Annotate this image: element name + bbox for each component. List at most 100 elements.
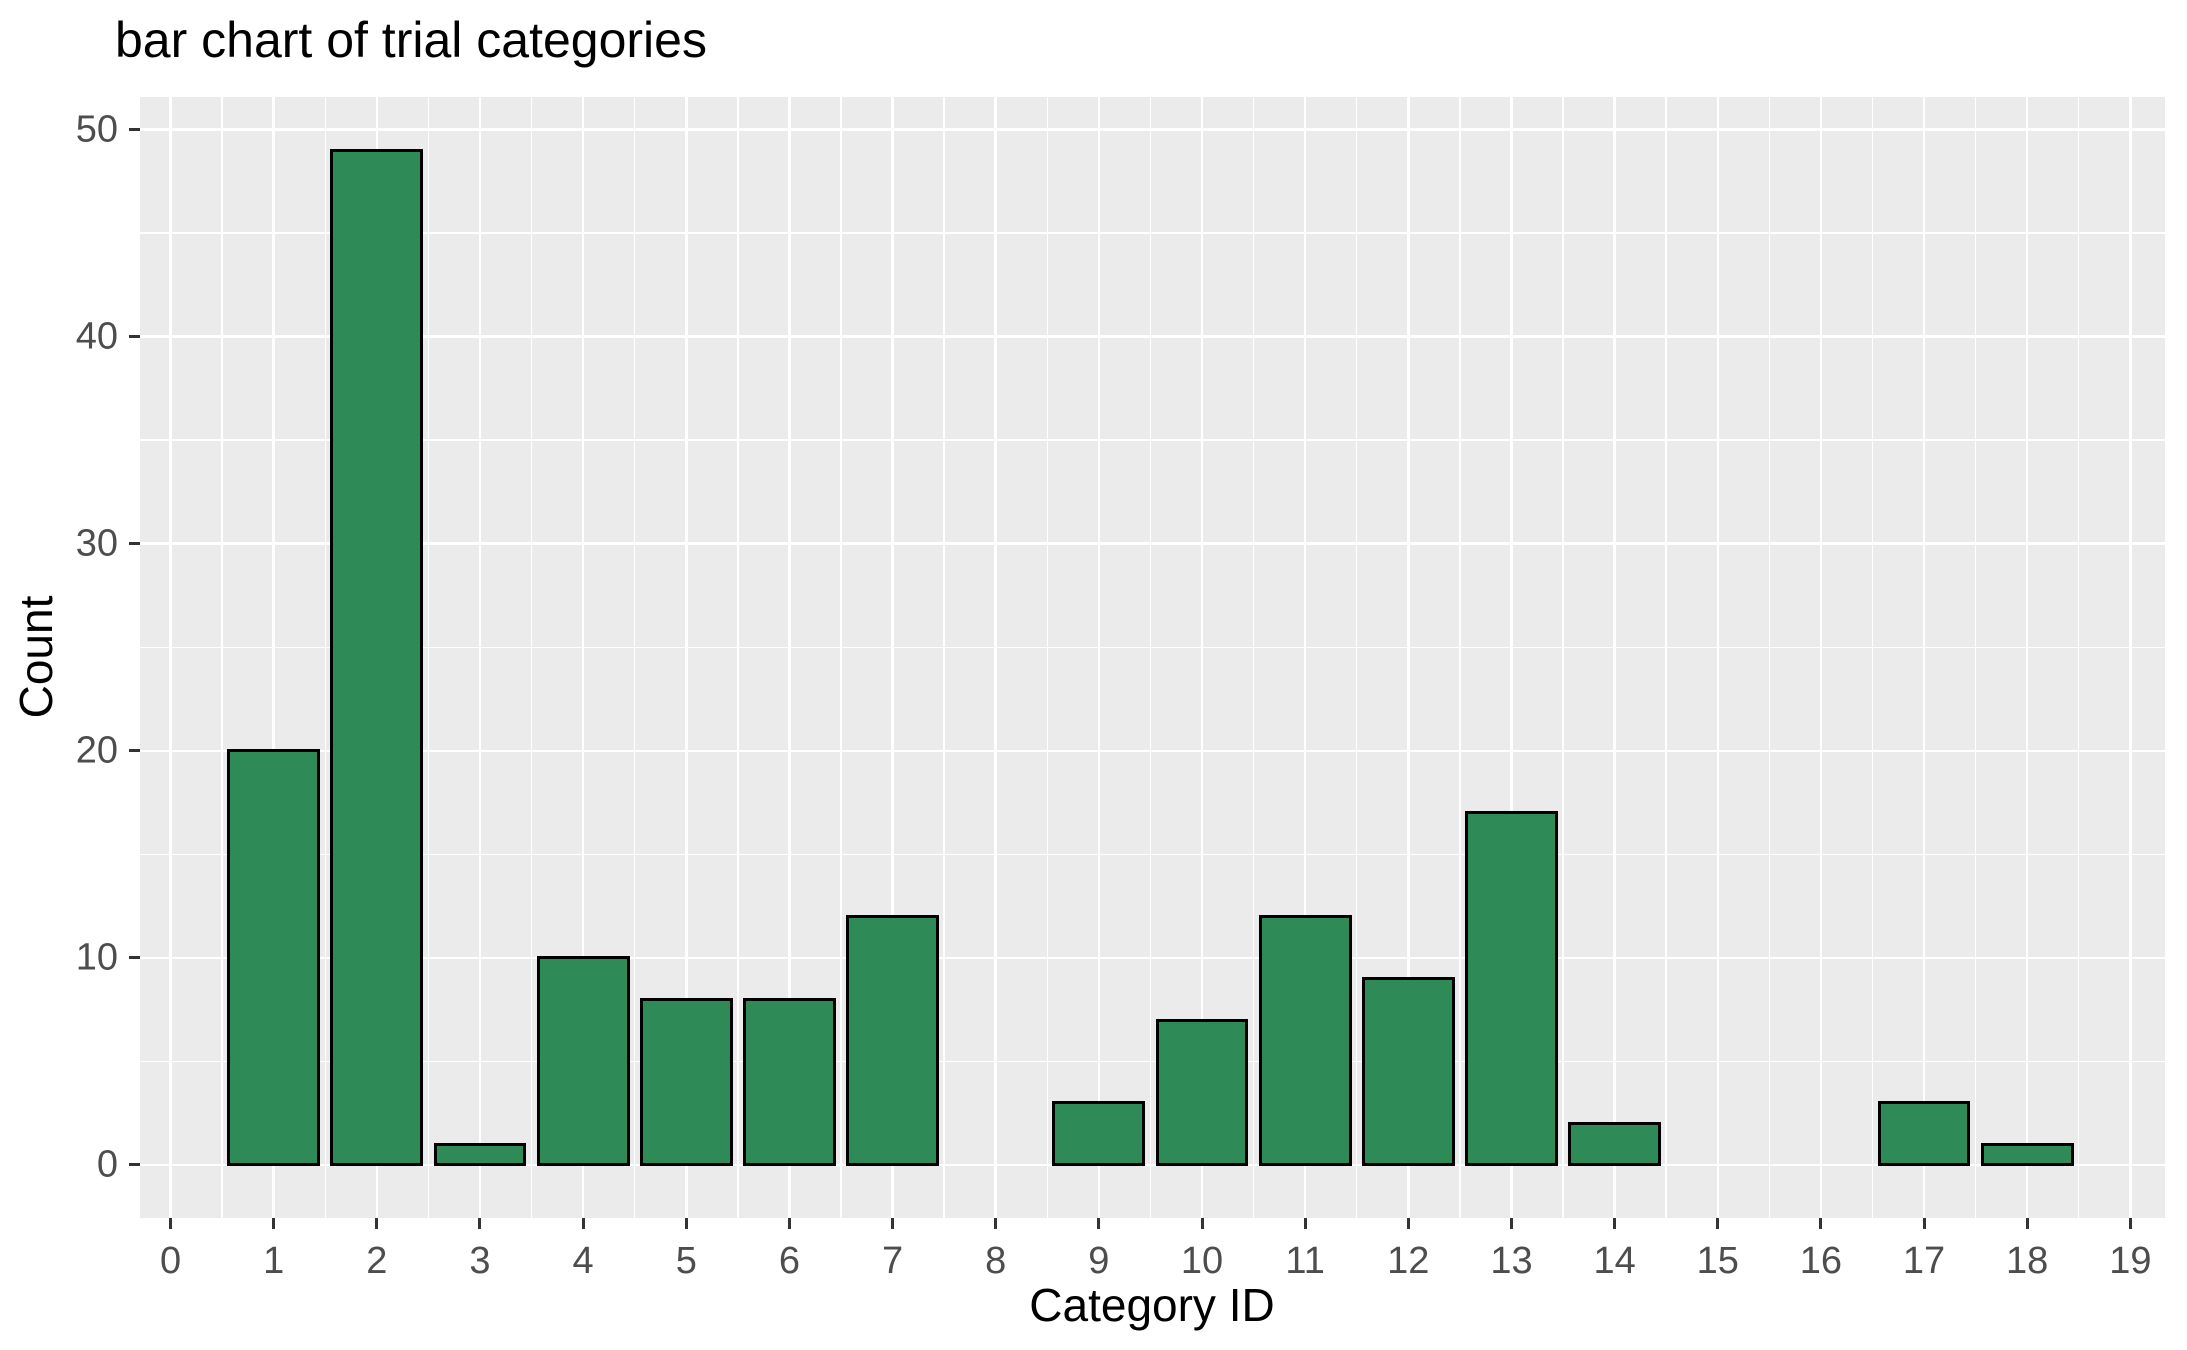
x-tick-mark — [478, 1218, 482, 1229]
gridline-x-minor — [1665, 97, 1667, 1218]
x-tick-mark — [1406, 1218, 1410, 1229]
gridline-x-major — [1303, 97, 1307, 1218]
gridline-y-minor — [140, 853, 2165, 856]
gridline-x-major — [891, 97, 894, 1218]
x-tick-label: 16 — [1799, 1240, 1843, 1282]
gridline-x-minor — [324, 97, 326, 1218]
gridline-x-major — [272, 97, 275, 1218]
x-tick-mark — [891, 1218, 895, 1229]
gridline-y-major — [140, 542, 2165, 545]
gridline-y-major — [140, 335, 2165, 338]
gridline-y-minor — [140, 1060, 2165, 1063]
gridline-x-major — [2025, 97, 2029, 1218]
x-tick-label: 13 — [1490, 1240, 1533, 1282]
x-tick-mark — [169, 1218, 173, 1229]
y-tick-mark — [129, 335, 140, 339]
x-tick-label: 6 — [778, 1240, 800, 1282]
gridline-x-minor — [1974, 97, 1977, 1218]
y-tick-label: 40 — [75, 315, 118, 358]
y-tick-mark — [129, 542, 140, 546]
gridline-x-major — [478, 97, 482, 1218]
gridline-y-minor — [140, 232, 2165, 234]
bar-category-2 — [330, 148, 424, 1167]
x-tick-label: 12 — [1387, 1240, 1430, 1282]
gridline-x-major — [1819, 97, 1823, 1218]
x-tick-label: 1 — [263, 1240, 285, 1282]
y-tick-label: 20 — [75, 729, 118, 772]
bar-category-18 — [1980, 1142, 2074, 1167]
y-tick-mark — [129, 128, 140, 131]
y-tick-label: 10 — [75, 936, 118, 979]
x-tick-mark — [1922, 1218, 1926, 1229]
x-tick-label: 5 — [675, 1240, 697, 1282]
gridline-x-major — [581, 97, 585, 1218]
gridline-y-major — [140, 749, 2165, 753]
x-tick-mark — [1200, 1218, 1204, 1229]
x-tick-label: 7 — [881, 1240, 904, 1282]
bar-category-11 — [1258, 914, 1352, 1167]
x-tick-mark — [1819, 1218, 1823, 1229]
gridline-x-major — [1922, 97, 1926, 1218]
chart-title: bar chart of trial categories — [115, 12, 707, 68]
gridline-x-minor — [1149, 97, 1152, 1218]
gridline-x-major — [685, 97, 688, 1218]
bar-category-13 — [1465, 811, 1558, 1167]
gridline-y-major — [140, 1163, 2165, 1167]
y-tick-label: 30 — [75, 522, 118, 565]
x-tick-label: 19 — [2109, 1240, 2152, 1282]
x-tick-mark — [2025, 1218, 2029, 1229]
gridline-x-major — [1407, 97, 1410, 1218]
gridline-x-minor — [1768, 97, 1770, 1218]
x-axis-title: Category ID — [1029, 1279, 1275, 1331]
gridline-x-minor — [1046, 97, 1048, 1218]
gridline-x-minor — [1562, 97, 1564, 1218]
gridline-x-major — [1613, 97, 1616, 1218]
x-tick-mark — [272, 1218, 276, 1229]
bar-category-10 — [1155, 1018, 1249, 1167]
y-tick-label: 50 — [75, 108, 118, 150]
gridline-y-major — [140, 128, 2165, 131]
x-tick-mark — [994, 1218, 998, 1229]
bar-category-17 — [1877, 1101, 1971, 1167]
x-tick-label: 3 — [469, 1240, 491, 1282]
x-tick-mark — [2128, 1218, 2132, 1229]
x-tick-mark — [1097, 1218, 1101, 1229]
x-tick-mark — [684, 1218, 688, 1229]
x-tick-label: 2 — [366, 1240, 388, 1282]
bar-category-14 — [1568, 1122, 1661, 1167]
gridline-x-minor — [1871, 97, 1874, 1218]
gridline-x-minor — [840, 97, 842, 1218]
gridline-x-minor — [943, 97, 945, 1218]
y-tick-mark — [129, 749, 140, 753]
bar-category-9 — [1052, 1101, 1146, 1167]
gridline-x-major — [1510, 97, 1513, 1218]
y-tick-mark — [129, 1163, 140, 1167]
x-tick-label: 15 — [1696, 1240, 1739, 1282]
gridline-x-minor — [1252, 97, 1255, 1218]
gridline-x-minor — [1459, 97, 1461, 1218]
x-tick-mark — [581, 1218, 585, 1229]
x-tick-mark — [1613, 1218, 1617, 1229]
gridline-x-minor — [633, 97, 636, 1218]
gridline-y-minor — [140, 646, 2165, 648]
gridline-x-major — [1200, 97, 1204, 1218]
x-tick-mark — [1716, 1218, 1720, 1229]
bar-category-5 — [639, 997, 733, 1167]
gridline-x-minor — [530, 97, 533, 1218]
bar-category-4 — [536, 956, 630, 1167]
gridline-y-minor — [140, 439, 2165, 441]
x-tick-label: 10 — [1180, 1240, 1224, 1282]
bar-category-7 — [846, 914, 939, 1167]
gridline-x-major — [1716, 97, 1719, 1218]
bar-category-12 — [1361, 977, 1455, 1167]
x-tick-mark — [1509, 1218, 1513, 1229]
y-tick-mark — [129, 956, 140, 960]
gridline-y-major — [140, 956, 2165, 960]
plot-panel — [140, 97, 2165, 1218]
x-tick-mark — [787, 1218, 791, 1229]
gridline-x-minor — [737, 97, 739, 1218]
bar-category-6 — [743, 997, 836, 1167]
gridline-x-major — [169, 97, 172, 1218]
x-tick-label: 11 — [1285, 1240, 1325, 1282]
bar-category-3 — [433, 1142, 527, 1167]
